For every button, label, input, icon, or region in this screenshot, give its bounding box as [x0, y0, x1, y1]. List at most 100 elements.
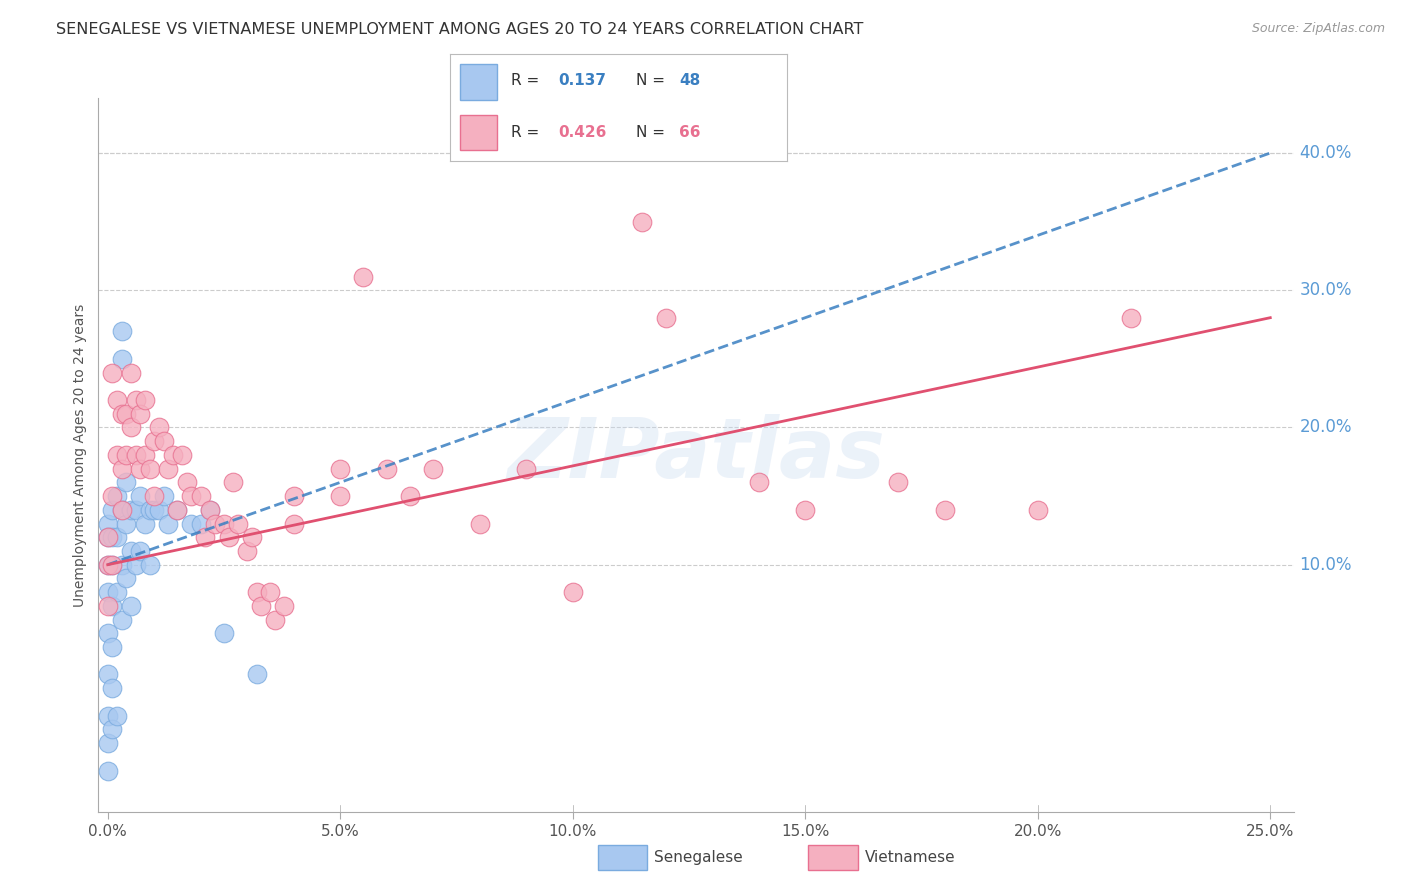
Point — [172, 448, 194, 462]
Point — [105, 585, 128, 599]
Point — [101, 489, 124, 503]
Point — [422, 461, 444, 475]
Point — [748, 475, 770, 490]
Point — [468, 516, 491, 531]
Text: 30.0%: 30.0% — [1299, 281, 1353, 299]
Text: 0.426: 0.426 — [558, 125, 606, 140]
Point — [329, 461, 352, 475]
Point — [259, 585, 281, 599]
Point — [101, 640, 124, 654]
Point — [97, 736, 120, 750]
Point — [105, 392, 128, 407]
Point — [97, 599, 120, 613]
Point — [222, 475, 245, 490]
FancyBboxPatch shape — [460, 64, 498, 100]
Point — [143, 489, 166, 503]
Point — [97, 626, 120, 640]
Point — [194, 530, 217, 544]
Point — [794, 503, 817, 517]
Point — [162, 448, 184, 462]
Point — [157, 461, 180, 475]
Point — [148, 503, 170, 517]
Point — [124, 448, 146, 462]
Point — [631, 214, 654, 228]
Point — [353, 269, 375, 284]
Point — [245, 667, 267, 681]
Point — [212, 516, 235, 531]
Point — [97, 516, 120, 531]
Text: 48: 48 — [679, 73, 700, 88]
Point — [120, 599, 142, 613]
Point — [1026, 503, 1049, 517]
Point — [375, 461, 398, 475]
Point — [264, 613, 287, 627]
Point — [97, 558, 120, 572]
Point — [101, 723, 124, 737]
Point — [655, 310, 678, 325]
Point — [111, 503, 134, 517]
Point — [283, 489, 305, 503]
Text: Senegalese: Senegalese — [654, 850, 742, 864]
Point — [134, 448, 156, 462]
Text: SENEGALESE VS VIETNAMESE UNEMPLOYMENT AMONG AGES 20 TO 24 YEARS CORRELATION CHAR: SENEGALESE VS VIETNAMESE UNEMPLOYMENT AM… — [56, 22, 863, 37]
Point — [111, 461, 134, 475]
Text: 40.0%: 40.0% — [1299, 144, 1353, 162]
Y-axis label: Unemployment Among Ages 20 to 24 years: Unemployment Among Ages 20 to 24 years — [73, 303, 87, 607]
Point — [212, 626, 235, 640]
Point — [180, 516, 202, 531]
Point — [105, 530, 128, 544]
Point — [101, 530, 124, 544]
Point — [111, 613, 134, 627]
Point — [105, 448, 128, 462]
Point — [152, 434, 174, 449]
Point — [111, 325, 134, 339]
Text: ZIPatlas: ZIPatlas — [508, 415, 884, 495]
Point — [166, 503, 188, 517]
Point — [561, 585, 583, 599]
Text: N =: N = — [636, 73, 669, 88]
Point — [129, 461, 152, 475]
Point — [115, 516, 138, 531]
Point — [120, 420, 142, 434]
Point — [887, 475, 910, 490]
Point — [97, 764, 120, 778]
Point — [97, 530, 120, 544]
Point — [198, 503, 221, 517]
Point — [138, 558, 160, 572]
Point — [329, 489, 352, 503]
Text: R =: R = — [510, 73, 544, 88]
Point — [134, 392, 156, 407]
Point — [283, 516, 305, 531]
Point — [166, 503, 188, 517]
Point — [157, 516, 180, 531]
Point — [124, 392, 146, 407]
Point — [273, 599, 295, 613]
Point — [111, 503, 134, 517]
Point — [245, 585, 267, 599]
Text: N =: N = — [636, 125, 669, 140]
Point — [120, 503, 142, 517]
Point — [399, 489, 422, 503]
Point — [1119, 310, 1142, 325]
Point — [124, 558, 146, 572]
Point — [198, 503, 221, 517]
FancyBboxPatch shape — [460, 114, 498, 150]
Point — [236, 544, 259, 558]
Point — [101, 558, 124, 572]
Point — [97, 708, 120, 723]
Point — [111, 351, 134, 366]
Point — [105, 489, 128, 503]
Text: 10.0%: 10.0% — [1299, 556, 1353, 574]
Point — [120, 544, 142, 558]
Point — [226, 516, 249, 531]
Point — [250, 599, 273, 613]
Point — [143, 503, 166, 517]
Point — [120, 366, 142, 380]
Point — [115, 407, 138, 421]
Point — [129, 407, 152, 421]
Text: R =: R = — [510, 125, 544, 140]
Point — [204, 516, 226, 531]
Text: 20.0%: 20.0% — [1299, 418, 1353, 436]
Point — [148, 420, 170, 434]
Text: Source: ZipAtlas.com: Source: ZipAtlas.com — [1251, 22, 1385, 36]
